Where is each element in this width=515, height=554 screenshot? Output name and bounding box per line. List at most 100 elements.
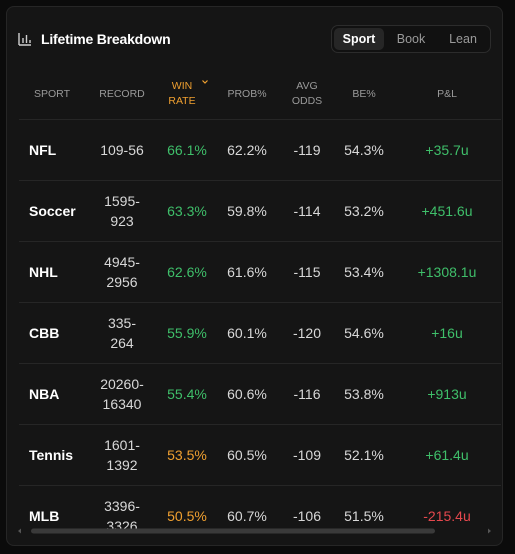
tab[interactable]: Lean [449,32,477,46]
tab-group: Sport Book Lean [331,25,491,53]
table-cell: -215.4u [393,485,501,545]
table-cell: 4945-2956 [85,241,159,303]
table-cell: 55.9% [159,302,215,364]
column-label: PROB% [227,87,267,100]
column-header[interactable]: WIN RATE [159,69,215,120]
cell-text: MLB [29,508,60,524]
table-cell: 55.4% [159,363,215,425]
cell-text: 55.9% [167,325,207,341]
tab[interactable]: Sport [334,28,384,50]
cell-text: -115 [293,264,321,280]
table-cell: MLB [19,485,85,545]
table-row: MLB 3396-3326 50.5% 60.7% -106 51.5% -215.4u [19,485,501,545]
table-cell: 62.2% [215,119,279,181]
table-cell: 53.8% [335,363,393,425]
breakdown-table: SPORT RECORD WIN RATE PROB% AVG ODDS BE% P&L N… [19,69,501,545]
table-cell: 53.4% [335,241,393,303]
column-header[interactable]: SPORT [19,69,85,120]
table-cell: 50.5% [159,485,215,545]
cell-text: 60.5% [227,447,267,463]
table-cell: -109 [279,424,335,486]
panel-header: Lifetime Breakdown Sport Book Lean [7,7,502,67]
table-cell: Tennis [19,424,85,486]
cell-text: NFL [29,142,57,158]
table-cell: -120 [279,302,335,364]
table-cell: 1595-923 [85,180,159,242]
column-label: WIN RATE [168,80,196,107]
table-cell: -114 [279,180,335,242]
column-header[interactable]: P&L [393,69,501,120]
column-label: AVG ODDS [291,80,323,107]
column-header[interactable]: AVG ODDS [279,69,335,120]
table-cell: CBB [19,302,85,364]
table-cell: 60.5% [215,424,279,486]
cell-text: 53.5% [167,447,207,463]
table-cell: +35.7u [393,119,501,181]
cell-text: +16u [431,325,463,341]
table-cell: 61.6% [215,241,279,303]
table-cell: -106 [279,485,335,545]
cell-text: NHL [29,264,58,280]
cell-text: 1595-923 [104,193,140,229]
cell-text: 50.5% [167,508,207,524]
cell-text: +35.7u [425,142,469,158]
table-cell: 54.3% [335,119,393,181]
table-row: NFL 109-56 66.1% 62.2% -119 54.3% +35.7u [19,119,501,181]
column-header[interactable]: RECORD [85,69,159,120]
cell-text: 61.6% [227,264,267,280]
table-cell: 1601-1392 [85,424,159,486]
cell-text: -120 [292,325,322,341]
table-cell: 53.2% [335,180,393,242]
cell-text: 66.1% [167,142,207,158]
table-cell: 53.5% [159,424,215,486]
table-row: Soccer 1595-923 63.3% 59.8% -114 53.2% +451.6u [19,180,501,242]
table-cell: 54.6% [335,302,393,364]
table-cell: 51.5% [335,485,393,545]
cell-text: 62.6% [167,264,207,280]
horizontal-scrollbar[interactable] [17,527,492,535]
cell-text: -109 [292,447,322,463]
table-cell: 335-264 [85,302,159,364]
table-row: NHL 4945-2956 62.6% 61.6% -115 53.4% +1308.1u [19,241,501,303]
cell-text: 335-264 [107,315,137,351]
column-header[interactable]: PROB% [215,69,279,120]
sort-indicator [202,80,208,84]
cell-text: -106 [292,508,322,524]
cell-text: -116 [293,386,321,402]
table-row: Tennis 1601-1392 53.5% 60.5% -109 52.1% +61.4u [19,424,501,486]
cell-text: 20260-16340 [100,376,144,412]
table-cell: 109-56 [85,119,159,181]
cell-text: 52.1% [344,447,384,463]
table-cell: +61.4u [393,424,501,486]
table-body: NFL 109-56 66.1% 62.2% -119 54.3% +35.7u Soccer… [19,119,501,545]
table-cell: 62.6% [159,241,215,303]
cell-text: -215.4u [423,508,471,524]
table-cell: -115 [279,241,335,303]
cell-text: Tennis [29,447,74,463]
table-cell: 66.1% [159,119,215,181]
table-cell: 20260-16340 [85,363,159,425]
cell-text: +61.4u [425,447,469,463]
cell-text: 54.3% [344,142,384,158]
cell-text: 53.4% [344,264,384,280]
cell-text: +1308.1u [417,264,477,280]
column-label: BE% [352,87,376,100]
table-cell: +1308.1u [393,241,501,303]
column-label: SPORT [34,87,70,100]
table-cell: +16u [393,302,501,364]
table-cell: 60.7% [215,485,279,545]
cell-text: Soccer [29,203,76,219]
cell-text: -119 [293,142,321,158]
cell-text: 60.1% [227,325,267,341]
cell-text: 59.8% [227,203,267,219]
table-cell: 59.8% [215,180,279,242]
cell-text: +451.6u [421,203,473,219]
column-header[interactable]: BE% [335,69,393,120]
table-cell: NFL [19,119,85,181]
tab[interactable]: Book [396,32,426,46]
table-cell: -119 [279,119,335,181]
cell-text: 53.8% [344,386,384,402]
table-cell: Soccer [19,180,85,242]
table-cell: 60.1% [215,302,279,364]
